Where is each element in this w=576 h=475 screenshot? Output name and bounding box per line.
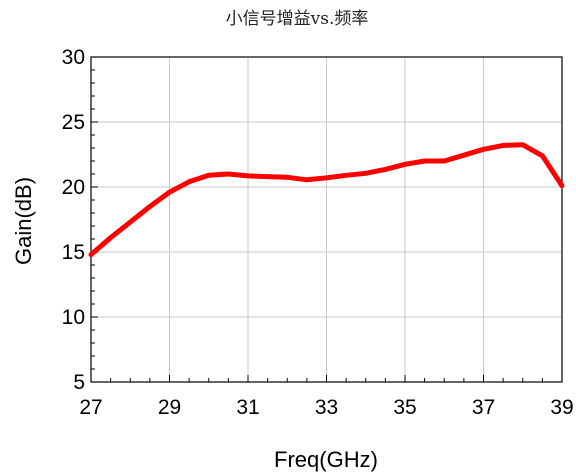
y-tick-label: 30 [62,46,85,69]
chart-title: 小信号增益vs.频率 [226,9,369,29]
x-tick-labels: 27 29 31 33 35 37 39 [79,396,573,419]
series-layer [88,142,565,258]
minor-ticks [90,56,563,383]
y-tick-label: 25 [62,111,85,134]
x-tick-label: 35 [393,396,416,419]
series-line-0 [88,142,565,258]
x-tick-label: 27 [79,396,102,419]
x-tick-label: 39 [550,396,573,419]
y-tick-label: 15 [62,241,85,264]
x-tick-label: 37 [472,396,495,419]
y-axis-label: Gain(dB) [11,177,36,265]
x-tick-label: 29 [158,396,181,419]
y-tick-label: 20 [62,176,85,199]
x-tick-label: 33 [315,396,338,419]
x-axis-label: Freq(GHz) [274,447,378,472]
grid [91,57,562,382]
y-tick-label: 5 [73,371,85,394]
x-tick-label: 31 [236,396,259,419]
y-tick-label: 10 [62,306,85,329]
y-tick-labels: 5 10 15 20 25 30 [62,46,85,394]
plot-frame [90,56,563,383]
